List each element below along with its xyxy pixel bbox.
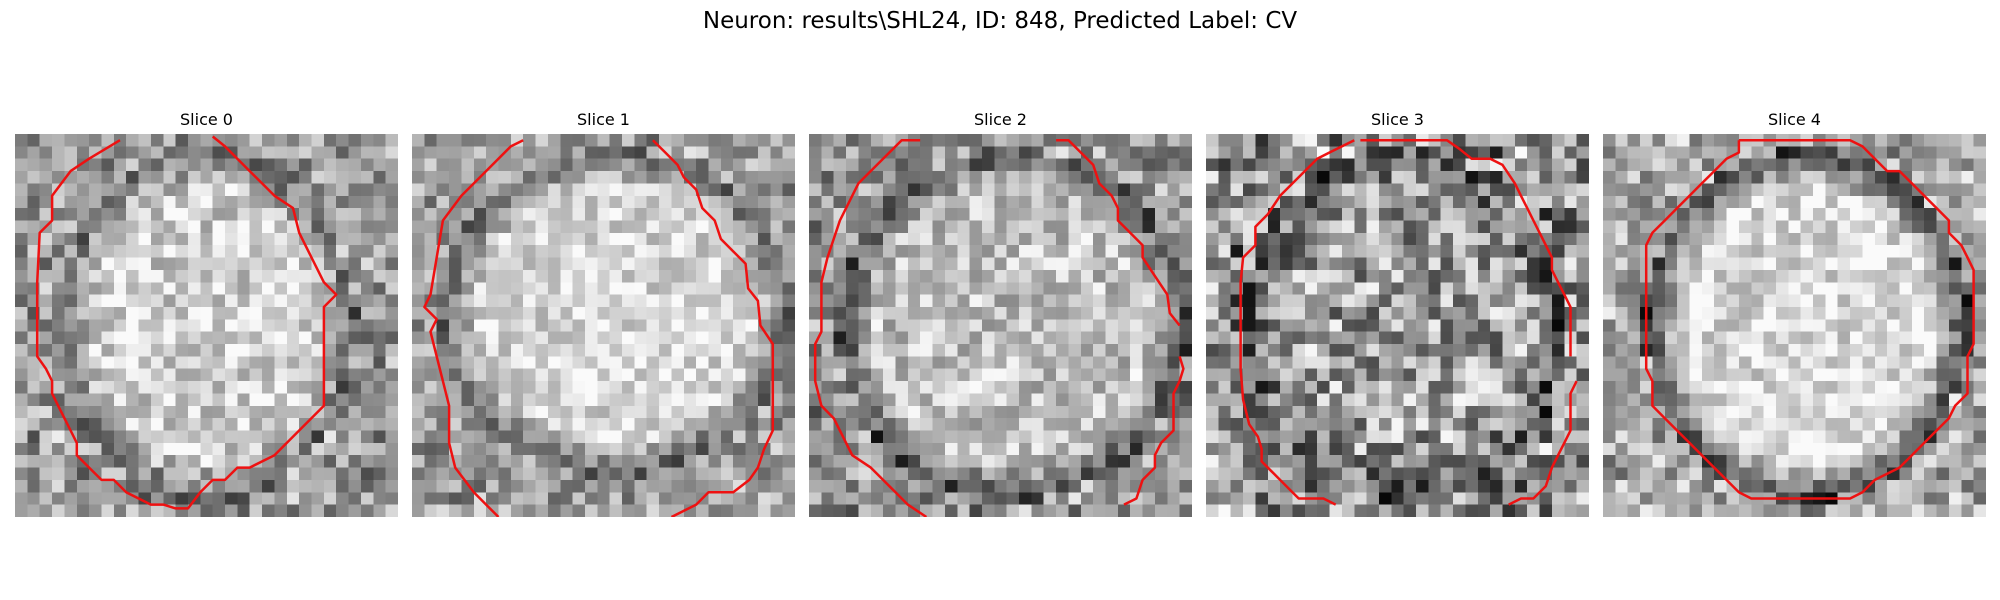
neuron-contour <box>813 138 928 517</box>
slice-image <box>809 134 1192 517</box>
neuron-contour <box>1360 138 1572 357</box>
slice-title: Slice 2 <box>974 110 1027 129</box>
slice-title: Slice 3 <box>1371 110 1424 129</box>
slice-image <box>1603 134 1986 517</box>
slice-panel-4: Slice 4 <box>1603 110 1986 517</box>
neuron-contour <box>652 139 775 517</box>
neuron-contour <box>1239 139 1355 506</box>
slice-panel-2: Slice 2 <box>809 110 1192 517</box>
slice-panel-1: Slice 1 <box>412 110 795 517</box>
neuron-contour <box>423 139 524 517</box>
figure-title: Neuron: results\SHL24, ID: 848, Predicte… <box>702 8 1298 34</box>
neuron-contour <box>35 135 338 510</box>
neuron-contour <box>1123 356 1185 506</box>
slice-image <box>1206 134 1589 517</box>
slice-title: Slice 1 <box>577 110 630 129</box>
slice-image <box>15 134 398 517</box>
neuron-contour <box>1056 138 1181 327</box>
neuron-contour <box>1508 380 1578 506</box>
slice-panel-0: Slice 0 <box>15 110 398 517</box>
slice-title: Slice 4 <box>1768 110 1821 129</box>
slice-image <box>412 134 795 517</box>
slice-panel-3: Slice 3 <box>1206 110 1589 517</box>
slice-title: Slice 0 <box>180 110 233 129</box>
neuron-contour <box>1644 138 1975 500</box>
